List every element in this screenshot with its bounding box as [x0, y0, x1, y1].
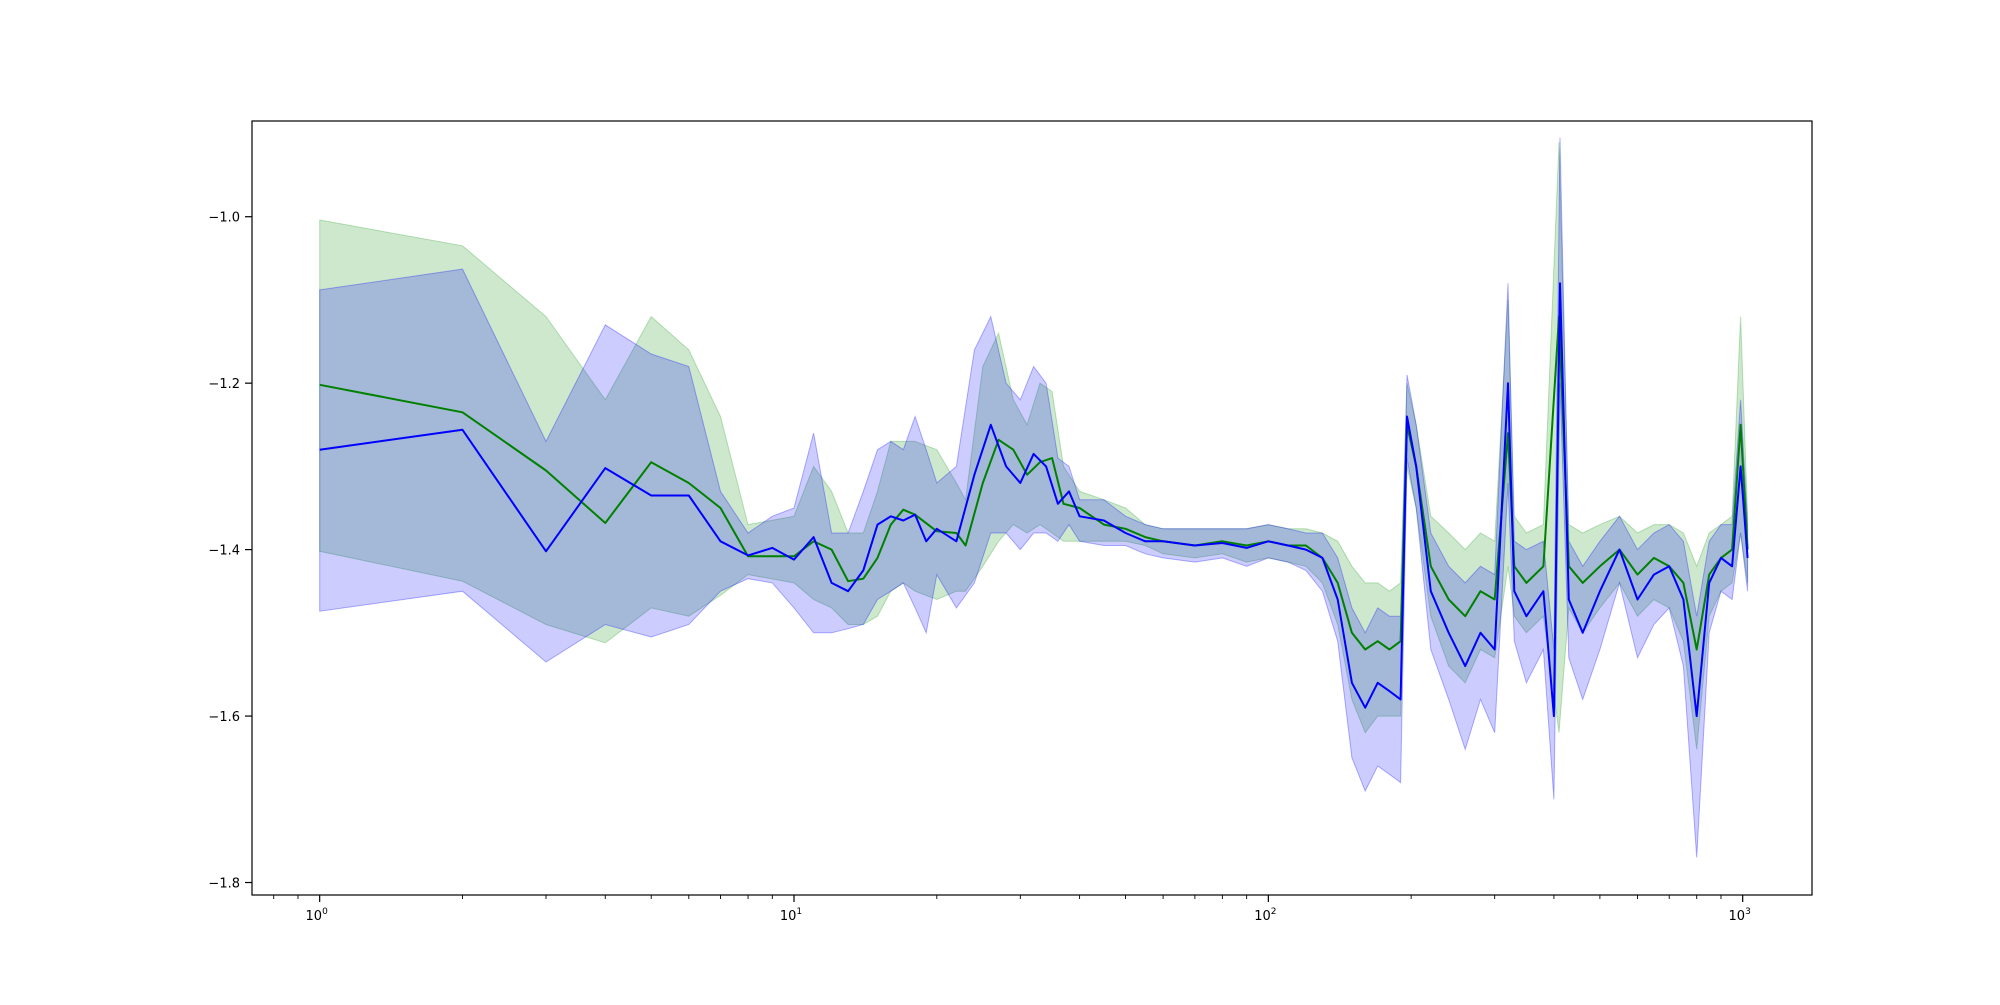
series-lines	[319, 282, 1749, 718]
x-tick-exponent: 0	[322, 907, 328, 917]
y-tick-label: −1.6	[208, 710, 240, 725]
series-1-band	[319, 141, 1749, 750]
series-2-band	[319, 137, 1749, 858]
plot-area-background	[252, 121, 1812, 895]
y-axis: −1.0 −1.2 −1.4 −1.6 −1.8	[208, 211, 252, 892]
x-tick-exponent: 2	[1271, 907, 1277, 917]
plot-frame	[251, 120, 1813, 896]
y-tick-label: −1.0	[208, 211, 240, 226]
x-tick-exponent: 3	[1745, 907, 1751, 917]
confidence-bands	[319, 137, 1749, 858]
y-tick-label: −1.4	[208, 544, 240, 559]
x-tick-exponent: 1	[796, 907, 802, 917]
y-tick-label: −1.2	[208, 377, 240, 392]
y-tick-label: −1.8	[208, 877, 240, 892]
series-2-line	[319, 282, 1749, 718]
